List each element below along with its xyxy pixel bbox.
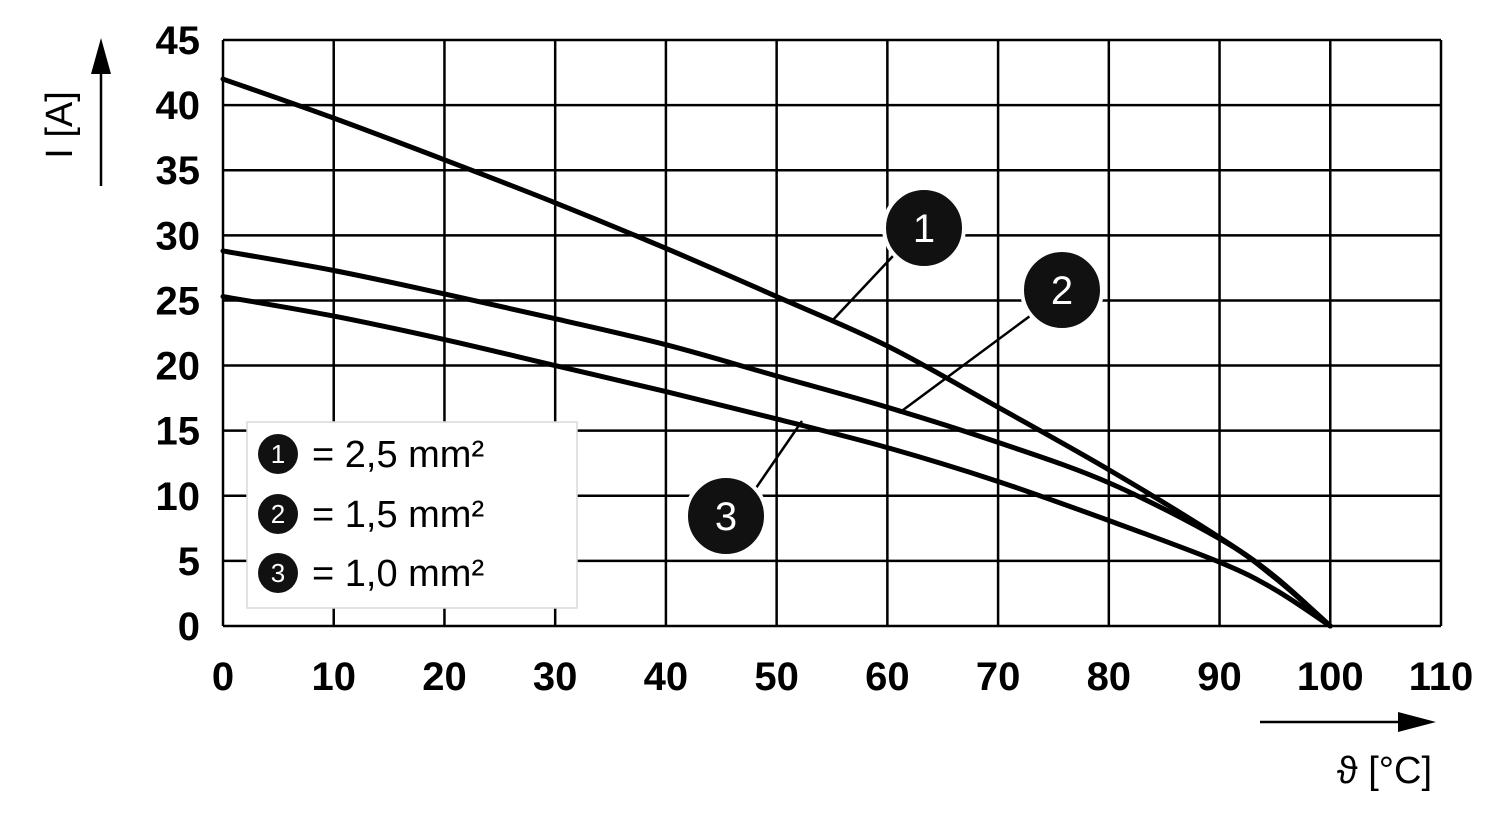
callout-badge-1 bbox=[882, 186, 966, 270]
legend-label: = 1,0 mm² bbox=[312, 553, 484, 595]
x-tick-label: 100 bbox=[1297, 655, 1364, 699]
legend-badge-2 bbox=[258, 494, 298, 534]
x-tick-label: 10 bbox=[311, 655, 356, 699]
curve-callouts: 1 2 3 bbox=[684, 186, 1104, 558]
y-tick-label: 35 bbox=[156, 149, 201, 193]
legend-label: = 2,5 mm² bbox=[312, 434, 484, 476]
y-axis-title-group: I [A] bbox=[39, 38, 111, 186]
legend-badge-3 bbox=[258, 553, 298, 593]
y-tick-label: 30 bbox=[156, 214, 201, 258]
y-tick-label: 25 bbox=[156, 279, 201, 323]
callout-badge-2 bbox=[1020, 248, 1104, 332]
legend-box bbox=[246, 421, 578, 609]
curves bbox=[220, 76, 1333, 629]
y-tick-label: 40 bbox=[156, 84, 201, 128]
x-tick-label: 50 bbox=[754, 655, 799, 699]
callout-leader-1 bbox=[830, 255, 894, 323]
y-tick-label: 10 bbox=[156, 475, 201, 519]
curve-2 bbox=[220, 248, 1333, 629]
x-tick-label: 20 bbox=[422, 655, 467, 699]
callout-leader-3 bbox=[754, 420, 804, 489]
x-tick-label: 80 bbox=[1087, 655, 1132, 699]
curve-3 bbox=[220, 294, 1333, 629]
y-tick-label: 5 bbox=[178, 540, 200, 584]
x-tick-label: 110 bbox=[1409, 655, 1474, 699]
y-axis-title: I [A] bbox=[39, 91, 81, 159]
y-tick-label: 45 bbox=[156, 19, 201, 63]
x-tick-label: 40 bbox=[644, 655, 689, 699]
legend-badge-number: 2 bbox=[271, 499, 285, 529]
callout-badge-3 bbox=[684, 474, 768, 558]
grid bbox=[221, 38, 1443, 628]
x-axis-title-group: ϑ [°C] bbox=[1260, 712, 1436, 792]
x-tick-label: 90 bbox=[1197, 655, 1242, 699]
y-tick-label: 15 bbox=[156, 410, 201, 454]
legend-badge-number: 1 bbox=[271, 439, 285, 469]
callout-number: 1 bbox=[913, 207, 935, 251]
legend-badge-number: 3 bbox=[271, 558, 285, 588]
x-tick-label: 30 bbox=[533, 655, 578, 699]
legend-label: = 1,5 mm² bbox=[312, 494, 484, 536]
legend: 1 = 2,5 mm² 2 = 1,5 mm² 3 = 1,0 mm² bbox=[246, 421, 578, 609]
y-axis-arrow-head bbox=[91, 38, 111, 74]
x-axis-arrow-head bbox=[1398, 712, 1436, 732]
callout-number: 3 bbox=[715, 495, 737, 539]
y-tick-label: 0 bbox=[178, 605, 200, 649]
callout-leader-2 bbox=[898, 314, 1031, 415]
x-tick-label: 60 bbox=[865, 655, 910, 699]
legend-badge-1 bbox=[258, 434, 298, 474]
x-axis-title: ϑ [°C] bbox=[1337, 750, 1432, 792]
x-tick-label: 0 bbox=[212, 655, 234, 699]
callout-number: 2 bbox=[1051, 269, 1073, 313]
y-tick-label: 20 bbox=[156, 345, 201, 389]
x-tick-label: 70 bbox=[976, 655, 1021, 699]
tick-labels: 0 10 20 30 40 50 60 70 80 90 100 110 0 5 10 15 20 25 30 35 4… bbox=[156, 19, 1474, 699]
